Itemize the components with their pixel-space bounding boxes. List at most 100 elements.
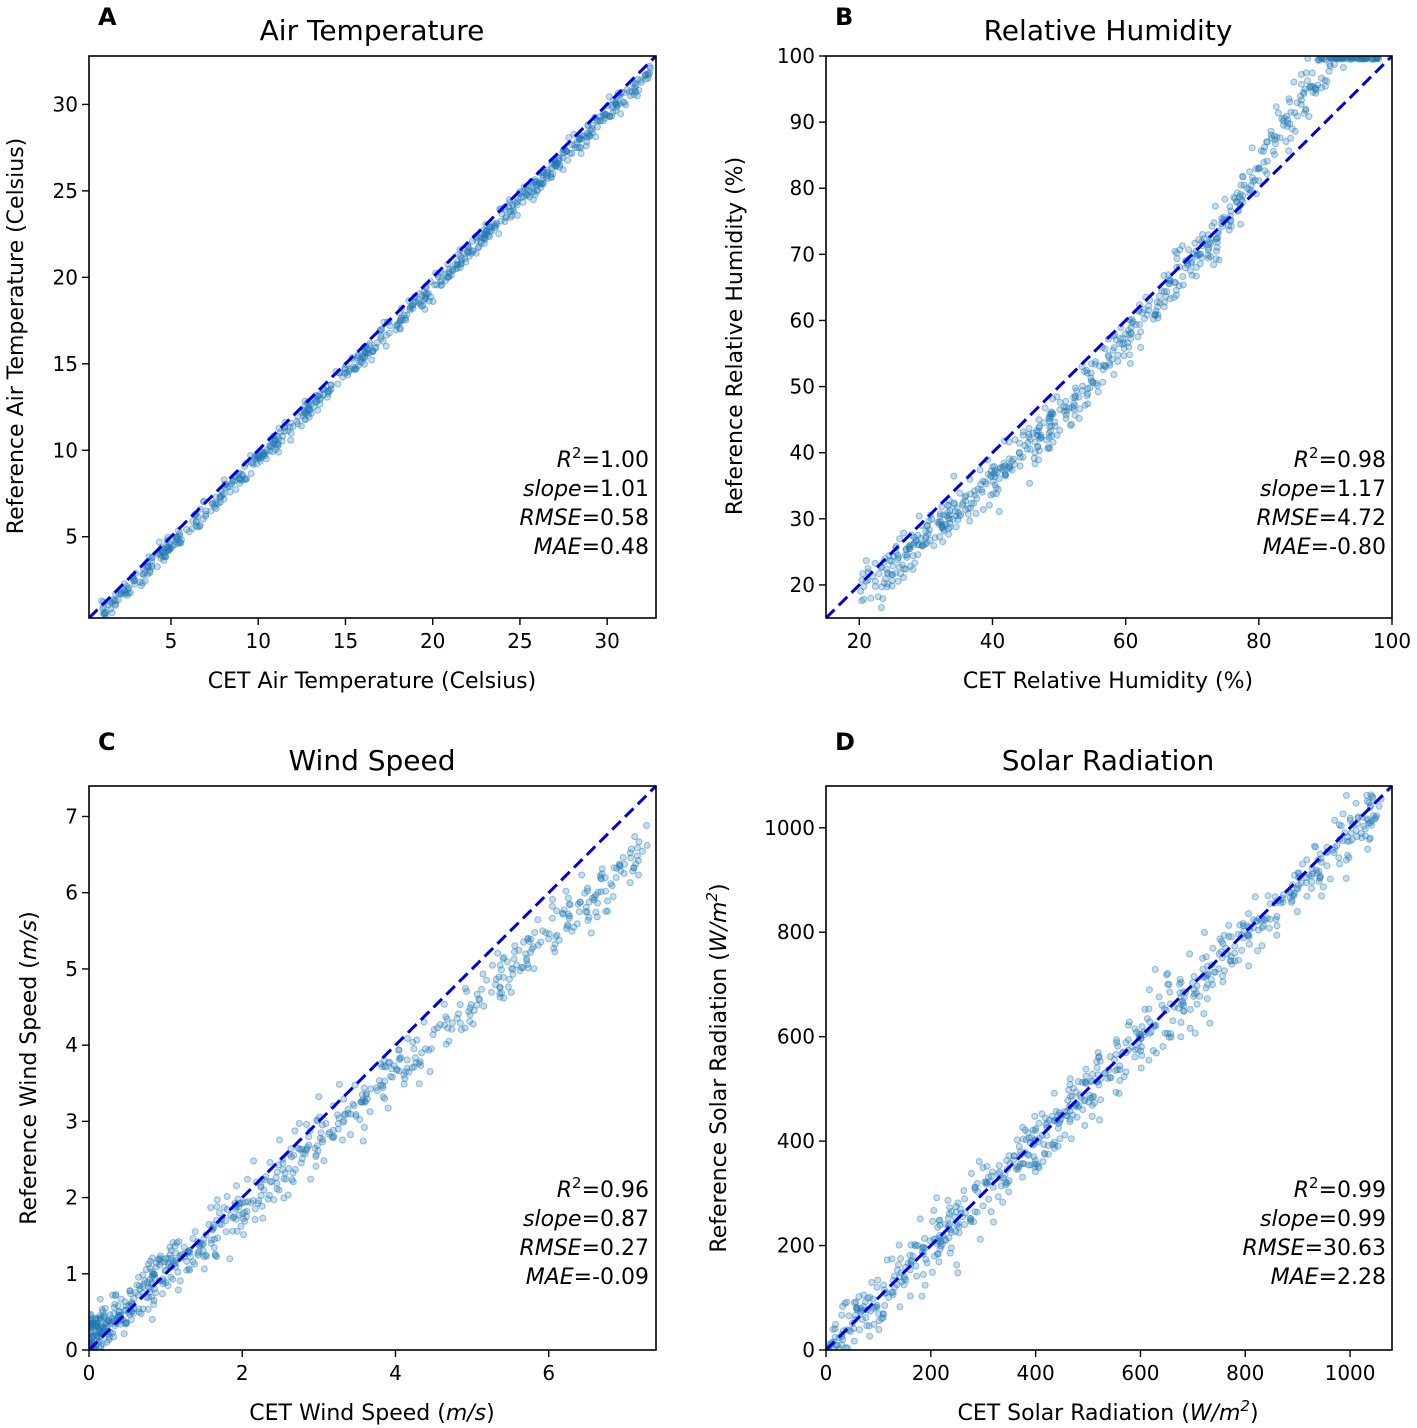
data-point: [1131, 1046, 1139, 1054]
data-point: [121, 1298, 129, 1306]
data-point: [1272, 140, 1279, 148]
data-point: [566, 912, 574, 920]
data-point: [593, 117, 601, 125]
y-tick-label: 10: [53, 438, 78, 462]
data-point: [1138, 1052, 1146, 1059]
data-point: [1245, 940, 1253, 948]
data-point: [619, 854, 627, 861]
data-point: [936, 533, 944, 541]
data-point: [1061, 1131, 1069, 1139]
data-point: [564, 910, 572, 918]
data-point: [1022, 1136, 1030, 1144]
data-point: [1074, 1078, 1082, 1085]
data-point: [164, 544, 172, 552]
data-point: [377, 332, 385, 340]
data-point: [1137, 1064, 1145, 1072]
data-point: [114, 596, 122, 604]
data-point: [1198, 254, 1206, 262]
data-point: [1202, 953, 1210, 961]
data-point: [856, 1326, 863, 1334]
data-point: [481, 235, 489, 243]
data-point: [949, 515, 957, 523]
data-point: [1088, 1112, 1096, 1120]
data-point: [1116, 1077, 1124, 1084]
data-point: [1089, 378, 1097, 386]
data-point: [496, 983, 504, 991]
data-point: [1331, 816, 1339, 824]
data-point: [1006, 465, 1014, 473]
data-point: [845, 1312, 853, 1320]
data-point: [1145, 1005, 1153, 1013]
data-point: [996, 464, 1004, 472]
reference-line: [826, 56, 1392, 618]
data-point: [1095, 1053, 1102, 1061]
data-point: [509, 205, 517, 213]
data-point: [1246, 186, 1254, 194]
data-point: [1309, 88, 1317, 96]
data-point: [1254, 165, 1262, 173]
data-point: [223, 1193, 231, 1200]
data-point: [1094, 1049, 1102, 1057]
data-point: [527, 935, 535, 943]
data-point: [584, 887, 591, 895]
data-point: [1114, 357, 1122, 365]
data-point: [1035, 416, 1043, 424]
data-point: [550, 944, 558, 952]
data-point: [992, 490, 1000, 498]
data-point: [99, 1327, 107, 1335]
data-point: [626, 849, 634, 857]
data-point: [873, 1303, 881, 1311]
data-point: [235, 1203, 243, 1211]
data-point: [96, 1344, 104, 1350]
y-tick-label: 400: [777, 1129, 815, 1153]
data-point: [882, 575, 889, 583]
data-point: [1140, 315, 1148, 323]
data-point: [1369, 812, 1377, 820]
data-point: [1327, 56, 1335, 62]
data-point: [879, 1310, 887, 1318]
data-point: [379, 1084, 387, 1092]
data-point: [554, 160, 562, 168]
data-point: [141, 577, 149, 585]
data-point: [361, 360, 368, 368]
data-point: [1364, 845, 1372, 853]
data-point: [1037, 433, 1045, 441]
data-point: [1261, 143, 1269, 151]
data-point: [1026, 435, 1034, 443]
data-point: [114, 1311, 122, 1319]
data-point: [517, 194, 525, 201]
data-point: [354, 352, 362, 360]
data-point: [1225, 226, 1233, 234]
data-point: [1344, 851, 1352, 859]
data-point: [189, 1235, 197, 1242]
data-point: [1283, 112, 1291, 120]
data-point: [1191, 1029, 1199, 1037]
data-point: [1151, 965, 1159, 973]
data-point: [1093, 1064, 1101, 1072]
data-point: [1106, 1053, 1114, 1061]
data-point: [1153, 298, 1161, 306]
data-point: [555, 154, 563, 162]
data-point: [539, 179, 547, 187]
data-point: [350, 1102, 358, 1110]
data-point: [1263, 138, 1271, 146]
data-point: [539, 174, 547, 182]
data-point: [208, 500, 216, 508]
data-point: [1014, 1165, 1022, 1173]
data-point: [946, 1249, 954, 1257]
data-point: [1214, 234, 1222, 242]
data-point: [938, 523, 946, 531]
data-point: [1345, 837, 1353, 845]
data-point: [115, 1308, 123, 1316]
data-point: [275, 448, 283, 456]
data-point: [865, 1322, 873, 1330]
data-point: [1152, 1049, 1160, 1057]
data-point: [964, 510, 972, 518]
data-point: [832, 1320, 839, 1328]
data-point: [1035, 456, 1042, 464]
data-point: [123, 1319, 131, 1327]
data-point: [479, 234, 487, 242]
data-point: [508, 211, 516, 219]
data-point: [1367, 56, 1375, 61]
data-point: [1115, 1089, 1123, 1097]
